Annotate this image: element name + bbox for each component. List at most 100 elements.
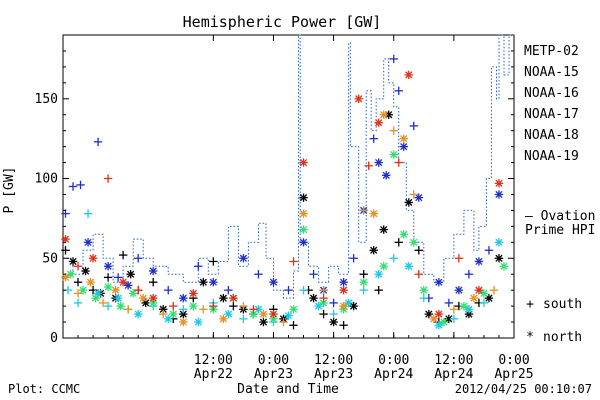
y-axis-label: P [GW] [2, 167, 17, 214]
data-point [239, 301, 248, 311]
data-point [474, 257, 484, 266]
data-point [389, 126, 398, 135]
data-point [164, 314, 173, 324]
data-point [219, 314, 228, 324]
data-point [339, 321, 348, 330]
data-point [374, 270, 383, 279]
data-point [239, 314, 248, 324]
data-point [123, 305, 133, 314]
data-point [76, 180, 85, 190]
data-point [249, 305, 258, 314]
data-point [434, 277, 444, 287]
data-point [259, 317, 268, 327]
data-point [434, 309, 444, 319]
data-point [149, 266, 158, 276]
data-point [116, 301, 125, 311]
data-point [73, 277, 83, 287]
data-point [364, 161, 373, 170]
timestamp: 2012/04/25 00:10:07 [455, 382, 592, 396]
data-point [61, 246, 70, 255]
data-point [254, 270, 263, 279]
data-point [299, 209, 308, 218]
data-point [284, 285, 293, 295]
data-point [374, 118, 383, 127]
data-point [189, 289, 198, 298]
data-point [113, 293, 123, 303]
data-point [399, 230, 408, 239]
data-point [414, 270, 423, 279]
x-tick-time-label: 0:00 [258, 353, 289, 368]
data-point [103, 282, 113, 292]
data-point [349, 301, 358, 311]
data-point [399, 142, 408, 151]
data-point [309, 293, 318, 303]
data-point [479, 289, 489, 298]
data-point [444, 298, 454, 308]
ovation-line-group [63, 34, 514, 299]
data-point [284, 311, 293, 320]
data-point [494, 254, 504, 263]
data-point [149, 277, 158, 287]
data-point [299, 285, 308, 295]
data-point [269, 309, 278, 319]
data-point [289, 257, 298, 266]
data-point [419, 285, 428, 295]
data-point [414, 193, 423, 202]
data-point [494, 179, 504, 188]
data-point [179, 293, 188, 303]
legend-marker-label: north [543, 330, 582, 345]
data-point [169, 309, 178, 319]
data-point [359, 277, 368, 287]
data-point [314, 301, 323, 311]
data-point [319, 285, 328, 295]
x-tick-date-label: Apr23 [314, 367, 353, 382]
data-point [404, 262, 413, 271]
data-point [229, 293, 238, 303]
data-point [259, 309, 268, 319]
data-point [118, 250, 128, 260]
x-tick-date-label: Apr24 [434, 367, 473, 382]
data-point [209, 277, 218, 287]
data-point [454, 285, 464, 295]
data-point [299, 238, 308, 247]
data-point [309, 270, 318, 279]
data-point [126, 270, 135, 279]
data-point [339, 285, 348, 295]
legend-series-label: NOAA-16 [524, 86, 579, 101]
data-point [354, 94, 363, 103]
legend-series-label: METP-02 [524, 44, 579, 59]
y-tick-label: 150 [35, 92, 58, 107]
y-tick-label: 50 [42, 251, 58, 266]
data-point [299, 158, 308, 167]
data-point [103, 301, 113, 311]
data-point [369, 246, 378, 255]
x-tick-time-label: 12:00 [434, 353, 473, 368]
data-point [399, 134, 408, 143]
data-point [68, 182, 78, 191]
data-point [469, 293, 479, 303]
data-point [279, 317, 288, 327]
data-point [484, 293, 494, 303]
data-point [138, 293, 148, 303]
data-point [404, 70, 413, 80]
data-point [494, 190, 504, 199]
data-point [83, 209, 93, 218]
data-point [149, 293, 158, 303]
data-point [374, 158, 383, 167]
data-point [359, 206, 368, 215]
data-point [489, 285, 499, 295]
data-point [474, 285, 484, 295]
data-point [66, 270, 75, 279]
x-axis-label: Date and Time [237, 382, 339, 397]
data-point [419, 293, 428, 303]
data-point [194, 317, 203, 327]
x-tick-date-label: Apr22 [194, 367, 233, 382]
legend-marker-symbol: + [526, 297, 534, 312]
data-point [484, 246, 494, 255]
data-point [329, 317, 338, 327]
data-point [78, 285, 88, 295]
data-point [359, 270, 368, 279]
data-point [209, 257, 218, 266]
data-point [289, 305, 298, 314]
